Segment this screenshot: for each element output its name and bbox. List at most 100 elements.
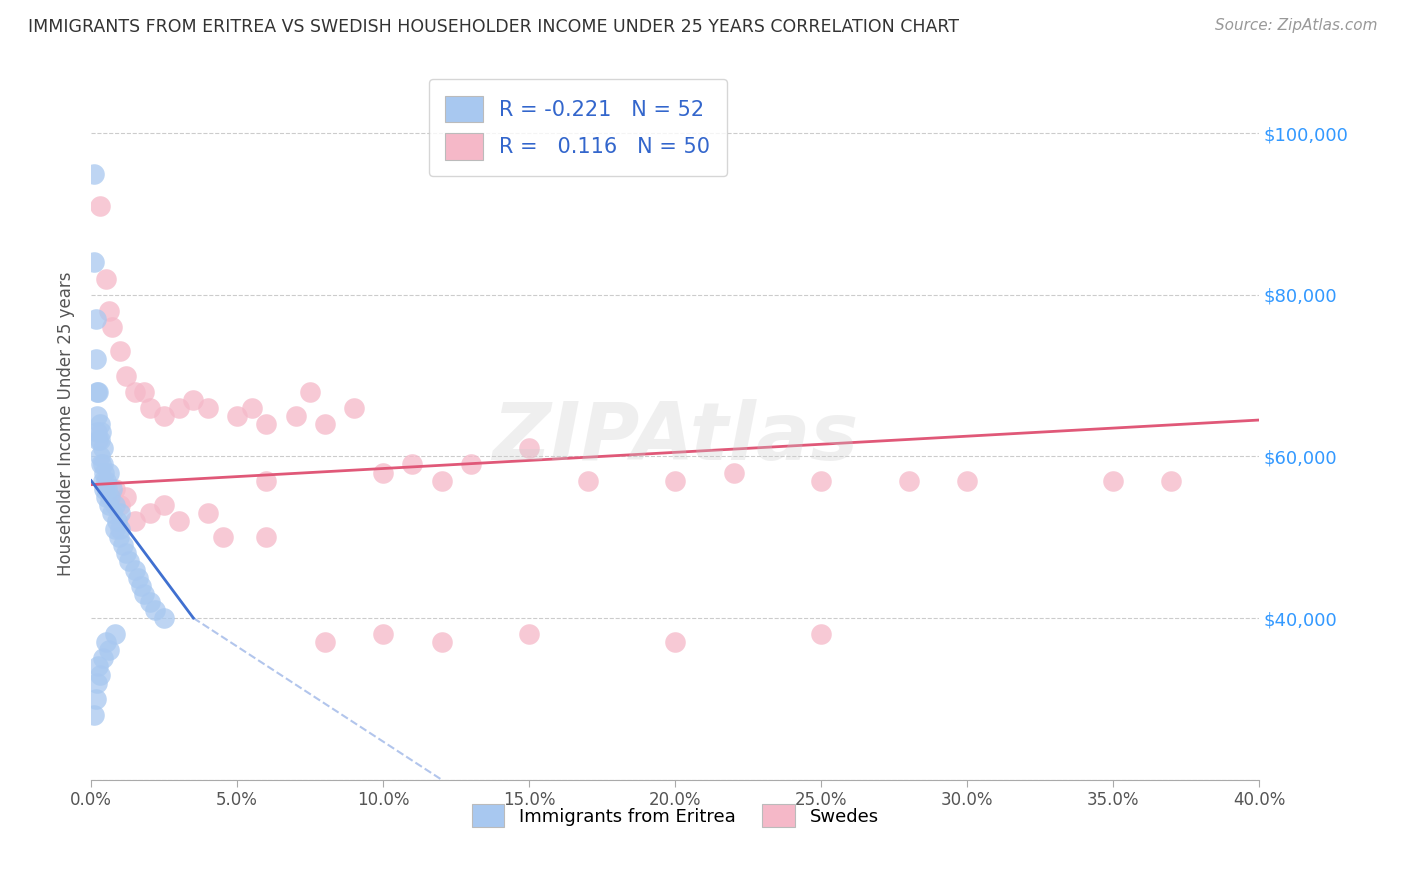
- Point: [96, 482, 118, 496]
- Point: [87, 384, 110, 399]
- Point: [145, 603, 167, 617]
- Text: IMMIGRANTS FROM ERITREA VS SWEDISH HOUSEHOLDER INCOME UNDER 25 YEARS CORRELATION: IMMIGRANTS FROM ERITREA VS SWEDISH HOUSE…: [28, 18, 959, 36]
- Point: [1160, 474, 1182, 488]
- Point: [956, 474, 979, 488]
- Point: [124, 384, 146, 399]
- Y-axis label: Householder Income Under 25 years: Householder Income Under 25 years: [58, 272, 75, 576]
- Point: [240, 401, 263, 415]
- Point: [97, 643, 120, 657]
- Point: [115, 546, 138, 560]
- Point: [138, 401, 160, 415]
- Point: [91, 651, 114, 665]
- Point: [86, 384, 108, 399]
- Point: [86, 425, 108, 439]
- Point: [91, 442, 114, 456]
- Point: [284, 409, 307, 423]
- Point: [100, 320, 122, 334]
- Point: [153, 409, 176, 423]
- Point: [94, 474, 117, 488]
- Point: [83, 708, 105, 723]
- Point: [91, 474, 114, 488]
- Point: [118, 554, 141, 568]
- Point: [314, 635, 336, 649]
- Point: [517, 627, 540, 641]
- Point: [84, 691, 107, 706]
- Point: [103, 482, 125, 496]
- Point: [97, 498, 120, 512]
- Point: [110, 344, 132, 359]
- Point: [100, 506, 122, 520]
- Point: [343, 401, 366, 415]
- Point: [132, 384, 155, 399]
- Point: [89, 434, 111, 448]
- Point: [299, 384, 322, 399]
- Point: [401, 458, 423, 472]
- Point: [98, 490, 121, 504]
- Point: [87, 434, 110, 448]
- Point: [107, 514, 129, 528]
- Point: [97, 466, 120, 480]
- Point: [86, 675, 108, 690]
- Point: [110, 506, 132, 520]
- Point: [167, 401, 190, 415]
- Point: [314, 417, 336, 431]
- Point: [197, 401, 219, 415]
- Point: [89, 199, 111, 213]
- Point: [91, 458, 114, 472]
- Point: [90, 425, 112, 439]
- Point: [664, 635, 686, 649]
- Point: [83, 255, 105, 269]
- Point: [90, 458, 112, 472]
- Point: [84, 352, 107, 367]
- Point: [167, 514, 190, 528]
- Text: Source: ZipAtlas.com: Source: ZipAtlas.com: [1215, 18, 1378, 33]
- Point: [87, 659, 110, 673]
- Point: [517, 442, 540, 456]
- Point: [723, 466, 745, 480]
- Point: [94, 635, 117, 649]
- Legend: Immigrants from Eritrea, Swedes: Immigrants from Eritrea, Swedes: [464, 797, 886, 835]
- Point: [115, 490, 138, 504]
- Point: [254, 530, 277, 544]
- Point: [127, 571, 149, 585]
- Point: [124, 514, 146, 528]
- Point: [110, 522, 132, 536]
- Point: [810, 474, 832, 488]
- Point: [94, 490, 117, 504]
- Point: [460, 458, 482, 472]
- Point: [97, 304, 120, 318]
- Point: [1102, 474, 1125, 488]
- Point: [254, 474, 277, 488]
- Point: [138, 506, 160, 520]
- Point: [226, 409, 249, 423]
- Point: [183, 392, 205, 407]
- Point: [108, 530, 131, 544]
- Point: [103, 627, 125, 641]
- Point: [129, 579, 152, 593]
- Point: [897, 474, 920, 488]
- Point: [83, 167, 105, 181]
- Point: [103, 498, 125, 512]
- Point: [84, 312, 107, 326]
- Point: [138, 595, 160, 609]
- Point: [153, 498, 176, 512]
- Point: [197, 506, 219, 520]
- Point: [810, 627, 832, 641]
- Point: [103, 522, 125, 536]
- Point: [93, 466, 115, 480]
- Point: [132, 587, 155, 601]
- Point: [100, 482, 122, 496]
- Point: [115, 368, 138, 383]
- Point: [89, 450, 111, 464]
- Point: [93, 482, 115, 496]
- Point: [254, 417, 277, 431]
- Point: [112, 538, 135, 552]
- Point: [110, 498, 132, 512]
- Point: [576, 474, 599, 488]
- Point: [430, 474, 453, 488]
- Point: [89, 667, 111, 681]
- Point: [86, 409, 108, 423]
- Point: [430, 635, 453, 649]
- Point: [94, 271, 117, 285]
- Point: [211, 530, 233, 544]
